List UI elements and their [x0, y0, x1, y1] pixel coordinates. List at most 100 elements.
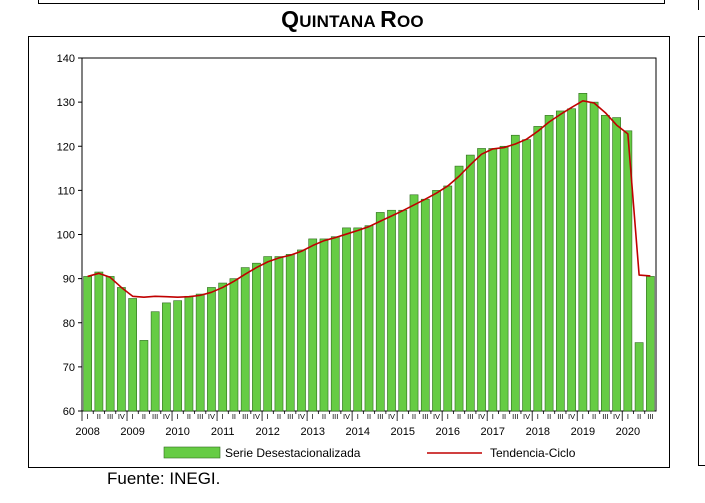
bar: [139, 340, 149, 412]
quarter-label: IV: [478, 412, 485, 421]
quarter-label: II: [187, 412, 191, 421]
bar: [533, 126, 543, 412]
quarter-label: I: [357, 412, 359, 421]
quarter-label: II: [547, 412, 551, 421]
quarter-label: II: [277, 412, 281, 421]
quarter-label: IV: [163, 412, 170, 421]
quarter-label: II: [412, 412, 416, 421]
legend-bar-label: Serie Desestacionalizada: [225, 446, 361, 460]
year-label: 2009: [120, 426, 144, 438]
bar: [128, 298, 137, 412]
quarter-label: II: [322, 412, 326, 421]
bar: [477, 148, 486, 412]
year-label: 2011: [211, 426, 235, 438]
year-label: 2014: [346, 426, 370, 438]
bar: [263, 256, 273, 412]
quarter-label: I: [492, 412, 494, 421]
quarter-label: I: [447, 412, 449, 421]
year-label: 2012: [255, 426, 279, 438]
bar: [567, 108, 576, 412]
bar: [488, 148, 498, 412]
bar: [510, 134, 520, 412]
quarter-label: III: [467, 412, 473, 421]
y-tick-label: 70: [63, 362, 75, 374]
quarter-label: IV: [523, 412, 530, 421]
quarter-label: I: [582, 412, 584, 421]
y-tick-label: 120: [57, 141, 75, 153]
quarter-label: III: [197, 412, 203, 421]
chart-title: QUINTANA ROO: [281, 6, 424, 32]
bar: [522, 139, 531, 412]
quarter-label: IV: [613, 412, 620, 421]
bar: [398, 209, 408, 412]
quarter-label: III: [602, 412, 608, 421]
legend-line-label: Tendencia-Ciclo: [490, 446, 576, 460]
year-label: 2015: [391, 426, 415, 438]
bar: [465, 154, 475, 412]
bar: [499, 145, 509, 412]
bar: [252, 262, 261, 412]
bar: [646, 276, 655, 412]
bar: [623, 130, 633, 412]
bar: [589, 101, 599, 412]
quarter-label: II: [97, 412, 101, 421]
bar: [173, 300, 183, 412]
quarter-label: III: [647, 412, 653, 421]
quarter-label: I: [537, 412, 539, 421]
bar: [207, 287, 216, 412]
year-label: 2013: [300, 426, 324, 438]
adjacent-panel-edge-top: [698, 0, 702, 10]
bar: [342, 227, 351, 412]
quarter-label: IV: [343, 412, 350, 421]
quarter-label: I: [87, 412, 89, 421]
quarter-label: II: [142, 412, 146, 421]
quarter-label: III: [287, 412, 293, 421]
bar: [184, 295, 194, 412]
adjacent-panel-edge: [698, 36, 705, 466]
quarter-label: IV: [298, 412, 305, 421]
bar: [105, 276, 115, 412]
quarter-label: III: [107, 412, 113, 421]
bar: [443, 185, 453, 412]
year-label: 2017: [481, 426, 505, 438]
quarter-label: IV: [568, 412, 575, 421]
legend-bar-swatch: [163, 446, 221, 459]
quarter-label: II: [502, 412, 506, 421]
bar: [578, 92, 588, 412]
bar: [150, 311, 160, 412]
quarter-label: I: [177, 412, 179, 421]
bar: [117, 287, 126, 412]
quarter-label: III: [512, 412, 518, 421]
y-tick-label: 100: [57, 230, 75, 242]
bar: [409, 194, 419, 412]
quarter-label: IV: [118, 412, 125, 421]
year-label: 2008: [75, 426, 99, 438]
y-tick-label: 140: [57, 53, 75, 65]
bar: [375, 212, 385, 412]
source-note: Fuente: INEGI.: [107, 469, 221, 488]
bar: [240, 267, 250, 412]
quarter-label: IV: [433, 412, 440, 421]
year-label: 2019: [571, 426, 595, 438]
bar: [83, 276, 92, 412]
bar: [544, 115, 554, 412]
bar: [555, 110, 565, 412]
bar: [364, 225, 374, 412]
year-label: 2020: [616, 426, 640, 438]
bar: [297, 249, 306, 412]
quarter-label: IV: [388, 412, 395, 421]
chart-frame: 60 70 80 90 100 110 120 130 140 I II III IV I II III IV I…: [28, 36, 670, 468]
bar: [162, 302, 171, 412]
year-label: 2018: [526, 426, 550, 438]
quarter-label: I: [402, 412, 404, 421]
bar: [319, 238, 329, 412]
bar: [195, 293, 205, 412]
bar: [612, 117, 621, 412]
quarter-label: III: [422, 412, 428, 421]
quarter-label: IV: [208, 412, 215, 421]
quarter-label: III: [242, 412, 248, 421]
quarter-label: III: [377, 412, 383, 421]
quarter-label: III: [152, 412, 158, 421]
bar: [218, 282, 228, 412]
